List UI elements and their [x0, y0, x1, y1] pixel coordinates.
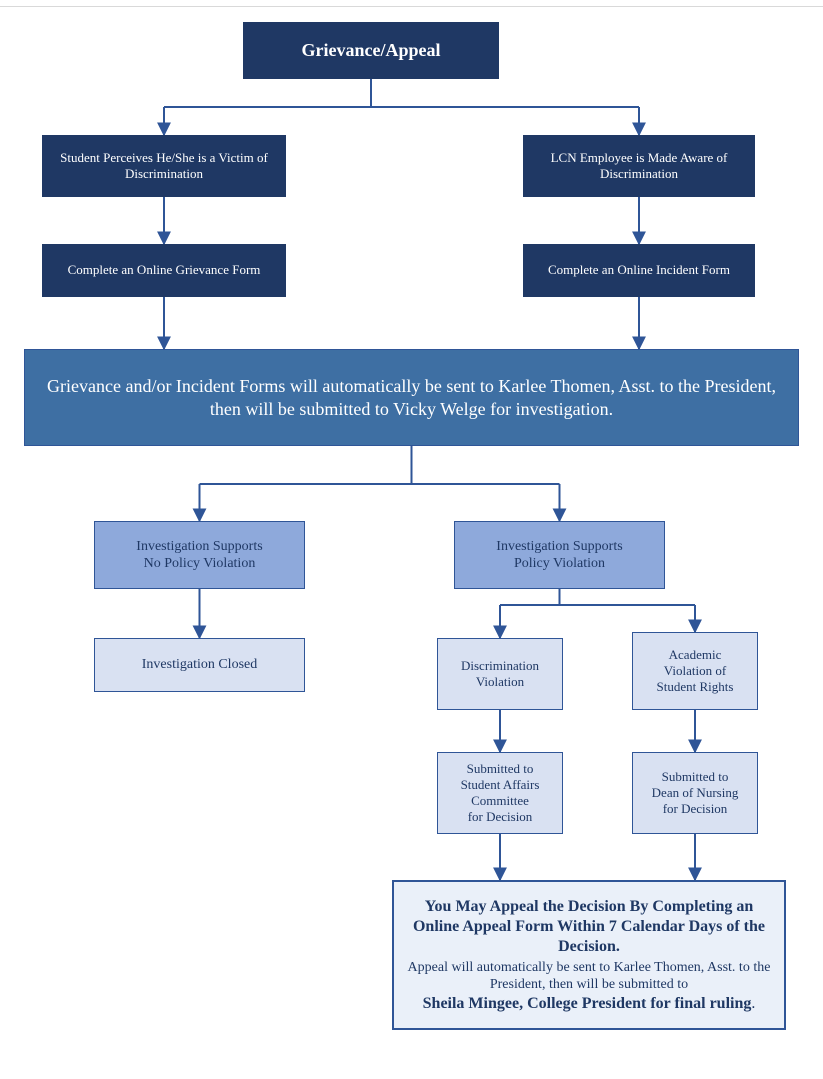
node-student-affairs: Submitted to Student Affairs Committee f…: [437, 752, 563, 834]
node-investigation-closed: Investigation Closed: [94, 638, 305, 692]
node-discrimination-violation: Discrimination Violation: [437, 638, 563, 710]
node-academic-violation: Academic Violation of Student Rights: [632, 632, 758, 710]
appeal-line1: You May Appeal the Decision By Completin…: [404, 897, 774, 957]
label: Academic Violation of Student Rights: [657, 647, 734, 696]
label: Grievance and/or Incident Forms will aut…: [47, 375, 776, 420]
node-no-violation: Investigation Supports No Policy Violati…: [94, 521, 305, 589]
label: Student Perceives He/She is a Victim of …: [53, 150, 275, 183]
node-dean-nursing: Submitted to Dean of Nursing for Decisio…: [632, 752, 758, 834]
node-grievance-form: Complete an Online Grievance Form: [42, 244, 286, 297]
appeal-line2: Appeal will automatically be sent to Kar…: [404, 959, 774, 994]
node-student-perceives: Student Perceives He/She is a Victim of …: [42, 135, 286, 197]
label: Complete an Online Grievance Form: [68, 262, 261, 278]
node-title: Grievance/Appeal: [243, 22, 499, 79]
node-yes-violation: Investigation Supports Policy Violation: [454, 521, 665, 589]
label: Submitted to Dean of Nursing for Decisio…: [652, 769, 739, 818]
label: Investigation Supports Policy Violation: [496, 538, 622, 573]
node-forms-sent: Grievance and/or Incident Forms will aut…: [24, 349, 799, 446]
page-top-rule: [0, 6, 823, 7]
label: Investigation Supports No Policy Violati…: [136, 538, 262, 573]
label: Investigation Closed: [142, 656, 258, 674]
label: Complete an Online Incident Form: [548, 262, 730, 278]
appeal-line3-wrap: Sheila Mingee, College President for fin…: [423, 994, 756, 1014]
appeal-line3-suffix: .: [751, 995, 755, 1012]
label: Discrimination Violation: [461, 658, 539, 691]
node-appeal: You May Appeal the Decision By Completin…: [392, 880, 786, 1030]
label: LCN Employee is Made Aware of Discrimina…: [534, 150, 744, 183]
label: Submitted to Student Affairs Committee f…: [461, 761, 540, 826]
appeal-line3: Sheila Mingee, College President for fin…: [423, 995, 752, 1012]
node-incident-form: Complete an Online Incident Form: [523, 244, 755, 297]
node-title-label: Grievance/Appeal: [302, 39, 441, 62]
node-lcn-aware: LCN Employee is Made Aware of Discrimina…: [523, 135, 755, 197]
